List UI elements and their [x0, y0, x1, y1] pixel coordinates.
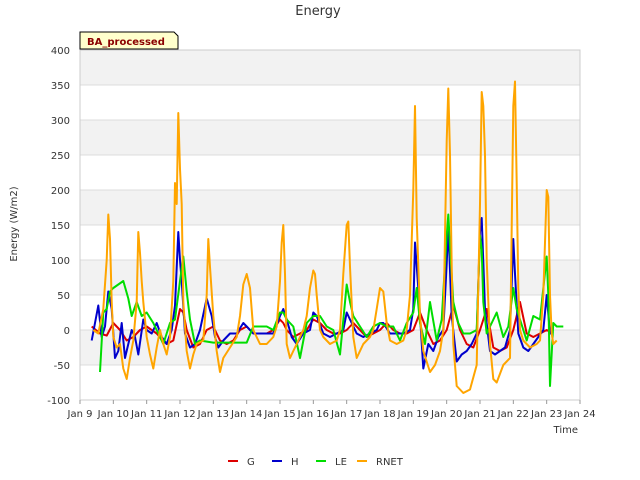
y-axis-label: Energy (W/m2)	[9, 186, 20, 261]
x-tick-label: Jan 18	[363, 409, 395, 420]
series-line-rnet	[92, 80, 558, 394]
y-tick-label: 250	[51, 151, 70, 162]
x-tick-label: Jan 19	[397, 409, 429, 420]
legend-label-g: G	[247, 457, 255, 468]
x-tick-label: Jan 13	[197, 409, 229, 420]
y-tick-label: 350	[51, 81, 70, 92]
x-tick-label: Jan 9	[67, 409, 93, 420]
y-tick-label: -100	[47, 396, 70, 407]
background-bands	[80, 50, 580, 365]
plot-frame	[79, 49, 581, 401]
band	[80, 120, 580, 155]
x-tick-label: Jan 12	[163, 409, 195, 420]
x-tick-label: Jan 23	[530, 409, 562, 420]
y-tick-label: 200	[51, 186, 70, 197]
processed-tag-label: BA_processed	[87, 37, 165, 48]
x-tick-label: Jan 14	[230, 409, 262, 420]
band	[80, 330, 580, 365]
band	[80, 50, 580, 85]
x-tick-label: Jan 24	[563, 409, 595, 420]
x-tick-label: Jan 22	[497, 409, 529, 420]
x-axis-label: Time	[553, 425, 578, 436]
legend-label-h: H	[291, 457, 299, 468]
band	[80, 260, 580, 295]
band	[80, 190, 580, 225]
series-line-le	[99, 213, 564, 387]
y-tick-label: 50	[57, 291, 70, 302]
x-tick-label: Jan 16	[297, 409, 329, 420]
y-axis-ticks: -100 -50 0 50 100 150 200 250 300 350 400	[47, 46, 70, 407]
y-tick-label: 100	[51, 256, 70, 267]
y-tick-label: 400	[51, 46, 70, 57]
y-tick-label: 300	[51, 116, 70, 127]
chart-title: Energy	[295, 4, 341, 19]
processed-tag: BA_processed	[79, 31, 179, 50]
x-tick-label: Jan 15	[263, 409, 295, 420]
x-tick-label: Jan 10	[97, 409, 129, 420]
y-tick-label: 0	[64, 326, 70, 337]
y-tick-label: 150	[51, 221, 70, 232]
x-tick-label: Jan 17	[330, 409, 362, 420]
x-tick-label: Jan 11	[130, 409, 162, 420]
legend-label-le: LE	[335, 457, 347, 468]
legend: G H LE RNET	[228, 457, 404, 468]
legend-label-rnet: RNET	[376, 457, 404, 468]
x-tick-label: Jan 21	[463, 409, 495, 420]
y-tick-label: -50	[54, 361, 70, 372]
x-axis-ticks: Jan 9 Jan 10 Jan 11 Jan 12 Jan 13 Jan 14 Jan 1…	[67, 400, 596, 420]
series-layer	[90, 80, 564, 394]
x-tick-label: Jan 20	[430, 409, 462, 420]
